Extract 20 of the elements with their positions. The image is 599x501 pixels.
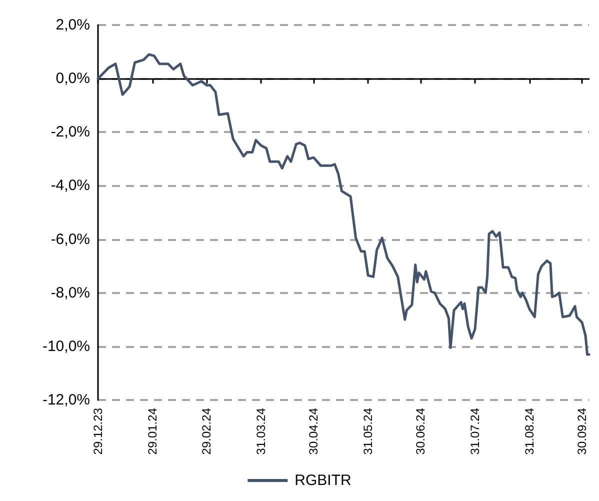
x-tick-label: 31.07.24 (468, 408, 482, 455)
x-tick-label: 29.12.23 (91, 408, 105, 455)
y-tick-label: 0,0% (56, 70, 90, 88)
x-tick-label: 31.08.24 (522, 408, 536, 455)
x-tick-label: 29.02.24 (200, 408, 214, 455)
y-tick-label: 2,0% (56, 16, 90, 34)
x-tick-label: 31.05.24 (361, 408, 376, 455)
y-tick-label: -10,0% (42, 338, 90, 355)
y-tick-label: -4,0% (50, 177, 90, 194)
legend-label: RGBITR (294, 472, 352, 489)
y-tick-label: -12,0% (42, 392, 90, 408)
x-tick-label: 31.03.24 (254, 408, 268, 455)
y-tick-label: -8,0% (50, 284, 90, 302)
y-tick-label: -2,0% (50, 124, 90, 141)
x-tick-label: 30.09.24 (574, 408, 589, 455)
y-tick-label: -6,0% (50, 230, 90, 248)
x-tick-label: 30.06.24 (414, 408, 428, 455)
line-series (96, 53, 590, 356)
x-tick-label: 30.04.24 (306, 408, 321, 455)
x-tick-label: 29.01.24 (145, 408, 160, 455)
